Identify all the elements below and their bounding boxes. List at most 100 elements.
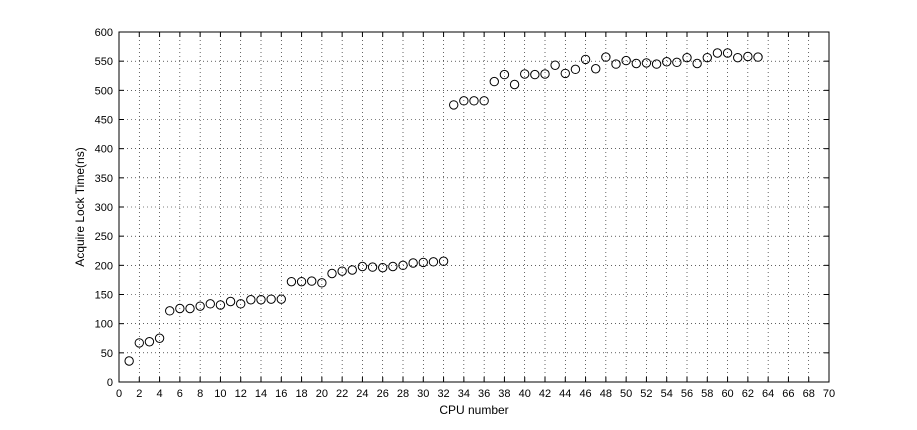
- data-point: [449, 100, 459, 110]
- data-point: [134, 338, 144, 348]
- y-tick-label: 500: [95, 85, 113, 97]
- data-point: [641, 58, 652, 68]
- y-tick-label: 0: [107, 377, 113, 389]
- data-point: [682, 52, 692, 63]
- x-tick-label: 26: [377, 388, 389, 400]
- x-axis-title: CPU number: [439, 403, 508, 417]
- data-point: [743, 51, 753, 62]
- data-point: [611, 59, 621, 69]
- data-point: [722, 48, 733, 58]
- x-tick-label: 14: [255, 388, 267, 400]
- data-point: [144, 337, 155, 347]
- x-tick-label: 42: [539, 388, 551, 400]
- x-tick-label: 40: [519, 388, 531, 400]
- x-tick-label: 58: [701, 388, 713, 400]
- data-point: [591, 64, 601, 74]
- data-point: [459, 96, 469, 106]
- x-tick-label: 10: [214, 388, 226, 400]
- data-point: [712, 48, 723, 58]
- x-tick-label: 38: [498, 388, 510, 400]
- data-point: [175, 303, 185, 314]
- data-point: [378, 262, 388, 273]
- data-point: [428, 257, 439, 267]
- tick-layer: 0 2 4 6 8 10 12 14 16 18 20 22 24 26 28 30 32 34 36 38 40 42 4…: [95, 27, 835, 400]
- data-point: [580, 54, 591, 65]
- x-tick-label: 28: [397, 388, 409, 400]
- data-point: [327, 268, 337, 279]
- data-points: [124, 48, 763, 366]
- y-tick-label: 150: [95, 290, 113, 302]
- data-point: [154, 333, 165, 343]
- data-point: [256, 295, 266, 305]
- x-tick-label: 20: [316, 388, 328, 400]
- data-point: [560, 68, 570, 79]
- data-point: [367, 262, 378, 272]
- data-point: [499, 69, 510, 80]
- data-point: [540, 69, 550, 79]
- x-tick-label: 12: [235, 388, 247, 400]
- x-tick-label: 32: [437, 388, 449, 400]
- data-point: [479, 96, 489, 106]
- x-tick-label: 2: [136, 388, 142, 400]
- data-point: [733, 52, 743, 63]
- data-point: [530, 69, 540, 80]
- data-point: [601, 52, 611, 62]
- data-point: [195, 301, 205, 311]
- data-point: [662, 57, 672, 67]
- y-tick-label: 550: [95, 56, 113, 68]
- y-tick-label: 200: [95, 260, 113, 272]
- x-tick-label: 34: [458, 388, 470, 400]
- data-point: [307, 276, 317, 286]
- data-point: [337, 266, 347, 276]
- x-tick-label: 30: [417, 388, 429, 400]
- data-point: [418, 257, 428, 268]
- data-point: [215, 300, 226, 310]
- data-point: [672, 57, 682, 68]
- x-tick-label: 16: [275, 388, 287, 400]
- y-tick-label: 250: [95, 231, 113, 243]
- y-tick-label: 300: [95, 202, 113, 214]
- data-point: [438, 256, 449, 266]
- data-point: [205, 299, 215, 309]
- x-tick-label: 48: [600, 388, 612, 400]
- x-tick-label: 6: [177, 388, 183, 400]
- y-tick-label: 600: [95, 27, 113, 39]
- data-point: [286, 276, 297, 287]
- x-tick-label: 52: [640, 388, 652, 400]
- data-point: [185, 303, 195, 314]
- x-tick-label: 22: [336, 388, 348, 400]
- data-point: [246, 295, 256, 305]
- x-tick-label: 54: [661, 388, 673, 400]
- x-tick-label: 62: [742, 388, 754, 400]
- y-tick-label: 450: [95, 115, 113, 127]
- data-point: [317, 278, 327, 288]
- data-point: [124, 356, 134, 366]
- y-tick-label: 400: [95, 144, 113, 156]
- x-tick-label: 46: [579, 388, 591, 400]
- data-point: [388, 261, 398, 272]
- x-tick-label: 8: [197, 388, 203, 400]
- data-point: [489, 76, 499, 87]
- x-tick-label: 44: [559, 388, 571, 400]
- y-tick-label: 50: [101, 348, 113, 360]
- y-tick-label: 100: [95, 319, 113, 331]
- data-point: [357, 261, 368, 272]
- data-point: [651, 59, 662, 69]
- data-point: [398, 260, 408, 271]
- data-point: [509, 79, 520, 90]
- x-tick-label: 0: [116, 388, 122, 400]
- data-point: [469, 96, 479, 106]
- x-tick-label: 24: [356, 388, 368, 400]
- x-tick-label: 56: [681, 388, 693, 400]
- y-tick-label: 350: [95, 173, 113, 185]
- x-tick-label: 18: [295, 388, 307, 400]
- x-tick-label: 66: [782, 388, 794, 400]
- x-tick-label: 68: [803, 388, 815, 400]
- x-tick-label: 70: [823, 388, 835, 400]
- data-point: [550, 60, 560, 70]
- data-point: [570, 64, 581, 75]
- x-tick-label: 50: [620, 388, 632, 400]
- data-point: [165, 306, 175, 316]
